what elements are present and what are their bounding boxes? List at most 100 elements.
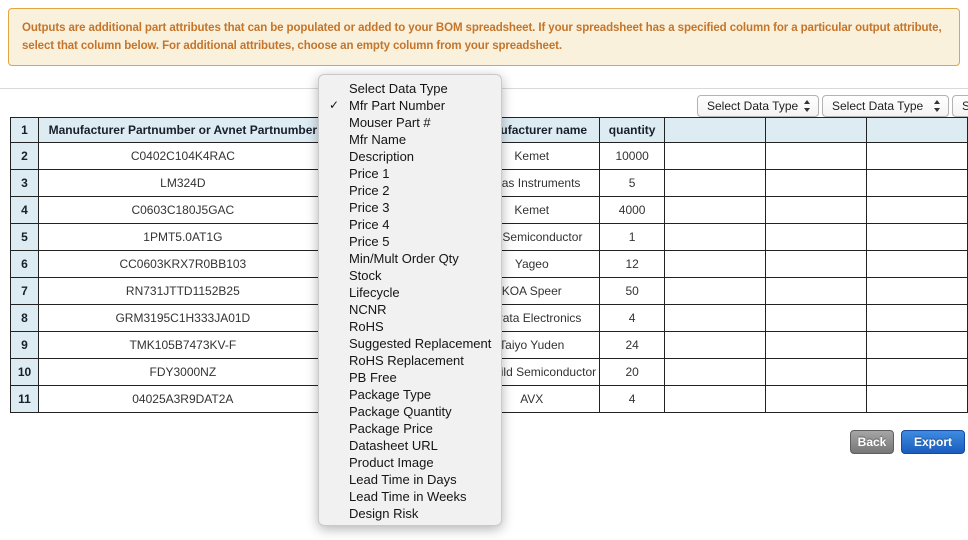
partnumber-cell: FDY3000NZ	[38, 358, 328, 386]
data-type-menu-item[interactable]: Package Type	[319, 386, 501, 403]
quantity-cell: 4	[599, 304, 666, 332]
data-type-menu-item[interactable]: Package Price	[319, 420, 501, 437]
menu-item-label: Lead Time in Weeks	[349, 489, 467, 504]
row-number-cell: 2	[9, 142, 40, 170]
row-number-cell: 5	[9, 223, 40, 251]
empty-cell-1	[664, 385, 767, 413]
menu-item-label: Price 4	[349, 217, 390, 232]
data-type-menu-item[interactable]: PB Free	[319, 369, 501, 386]
partnumber-cell: 04025A3R9DAT2A	[38, 385, 328, 413]
quantity-cell: 24	[599, 331, 666, 359]
header-row-number: 1	[9, 117, 40, 143]
data-type-menu-item[interactable]: RoHS	[319, 318, 501, 335]
empty-cell-3	[866, 385, 968, 413]
output-column-select-2[interactable]: Select Data Type	[822, 95, 949, 117]
row-number-cell: 6	[9, 250, 40, 278]
empty-cell-1	[664, 223, 767, 251]
data-type-menu-item[interactable]: NCNR	[319, 301, 501, 318]
menu-item-label: Design Risk	[349, 506, 419, 521]
empty-cell-2	[765, 142, 868, 170]
data-type-menu-item[interactable]: Datasheet URL	[319, 437, 501, 454]
menu-item-label: Suggested Replacement	[349, 336, 492, 351]
empty-cell-1	[664, 331, 767, 359]
data-type-menu-item[interactable]: Min/Mult Order Qty	[319, 250, 501, 267]
empty-cell-1	[664, 358, 767, 386]
menu-item-label: Price 5	[349, 234, 390, 249]
empty-cell-3	[866, 277, 968, 305]
data-type-menu-item[interactable]: ✓ Mfr Part Number	[319, 97, 501, 114]
partnumber-cell: C0603C180J5GAC	[38, 196, 328, 224]
partnumber-cell: RN731JTTD1152B25	[38, 277, 328, 305]
output-column-select-1-value: Select Data Type	[707, 99, 799, 113]
data-type-menu-item[interactable]: Mouser Part #	[319, 114, 501, 131]
empty-cell-3	[866, 196, 968, 224]
partnumber-cell: CC0603KRX7R0BB103	[38, 250, 328, 278]
menu-item-label: Lead Time in Days	[349, 472, 457, 487]
quantity-cell: 10000	[599, 142, 666, 170]
data-type-menu-item[interactable]: Stock	[319, 267, 501, 284]
header-empty-column-1	[664, 117, 767, 143]
row-number-cell: 8	[9, 304, 40, 332]
data-type-menu-item[interactable]: Product Image	[319, 454, 501, 471]
data-type-menu-item[interactable]: Price 2	[319, 182, 501, 199]
partnumber-cell: LM324D	[38, 169, 328, 197]
row-number-cell: 11	[9, 385, 40, 413]
select-arrows-icon	[933, 100, 942, 112]
partnumber-cell: 1PMT5.0AT1G	[38, 223, 328, 251]
menu-item-label: Price 2	[349, 183, 390, 198]
menu-item-label: Package Quantity	[349, 404, 452, 419]
export-button[interactable]: Export	[901, 430, 965, 454]
menu-item-label: Price 1	[349, 166, 390, 181]
outputs-instruction-banner: Outputs are additional part attributes t…	[8, 8, 960, 66]
data-type-menu-item[interactable]: RoHS Replacement	[319, 352, 501, 369]
menu-item-label: RoHS	[349, 319, 384, 334]
menu-item-label: Mfr Part Number	[349, 98, 446, 113]
empty-cell-1	[664, 142, 767, 170]
data-type-menu-item[interactable]: Price 3	[319, 199, 501, 216]
data-type-menu-item[interactable]: Price 4	[319, 216, 501, 233]
menu-item-label: Description	[349, 149, 415, 164]
empty-cell-3	[866, 223, 968, 251]
menu-item-label: Stock	[349, 268, 382, 283]
empty-cell-2	[765, 385, 868, 413]
output-column-select-2-value: Select Data Type	[832, 99, 924, 113]
row-number-cell: 9	[9, 331, 40, 359]
back-button[interactable]: Back	[850, 430, 894, 454]
data-type-menu-item[interactable]: Package Quantity	[319, 403, 501, 420]
data-type-menu-item[interactable]: Mfr Name	[319, 131, 501, 148]
quantity-cell: 4000	[599, 196, 666, 224]
menu-item-label: PB Free	[349, 370, 397, 385]
quantity-cell: 1	[599, 223, 666, 251]
menu-item-label: RoHS Replacement	[349, 353, 464, 368]
data-type-menu-item[interactable]: Lead Time in Days	[319, 471, 501, 488]
data-type-menu-item[interactable]: Price 5	[319, 233, 501, 250]
empty-cell-2	[765, 169, 868, 197]
quantity-cell: 12	[599, 250, 666, 278]
empty-cell-2	[765, 223, 868, 251]
empty-cell-2	[765, 358, 868, 386]
empty-cell-1	[664, 277, 767, 305]
empty-cell-1	[664, 250, 767, 278]
empty-cell-2	[765, 304, 868, 332]
data-type-menu-item[interactable]: Select Data Type	[319, 80, 501, 97]
data-type-menu-item[interactable]: Lead Time in Weeks	[319, 488, 501, 505]
row-number-cell: 10	[9, 358, 40, 386]
header-empty-column-2	[765, 117, 868, 143]
empty-cell-2	[765, 331, 868, 359]
header-empty-column-3	[866, 117, 968, 143]
empty-cell-3	[866, 142, 968, 170]
data-type-menu-item[interactable]: Suggested Replacement	[319, 335, 501, 352]
data-type-menu-item[interactable]: Price 1	[319, 165, 501, 182]
menu-item-label: Select Data Type	[349, 81, 448, 96]
data-type-menu-item[interactable]: Design Risk	[319, 505, 501, 522]
output-column-select-3[interactable]: Select Data Type	[952, 95, 968, 117]
empty-cell-3	[866, 358, 968, 386]
quantity-cell: 20	[599, 358, 666, 386]
data-type-menu-item[interactable]: Description	[319, 148, 501, 165]
empty-cell-3	[866, 250, 968, 278]
partnumber-cell: TMK105B7473KV-F	[38, 331, 328, 359]
menu-item-label: Mfr Name	[349, 132, 407, 147]
output-column-select-1[interactable]: Select Data Type	[697, 95, 819, 117]
data-type-menu-item[interactable]: Lifecycle	[319, 284, 501, 301]
